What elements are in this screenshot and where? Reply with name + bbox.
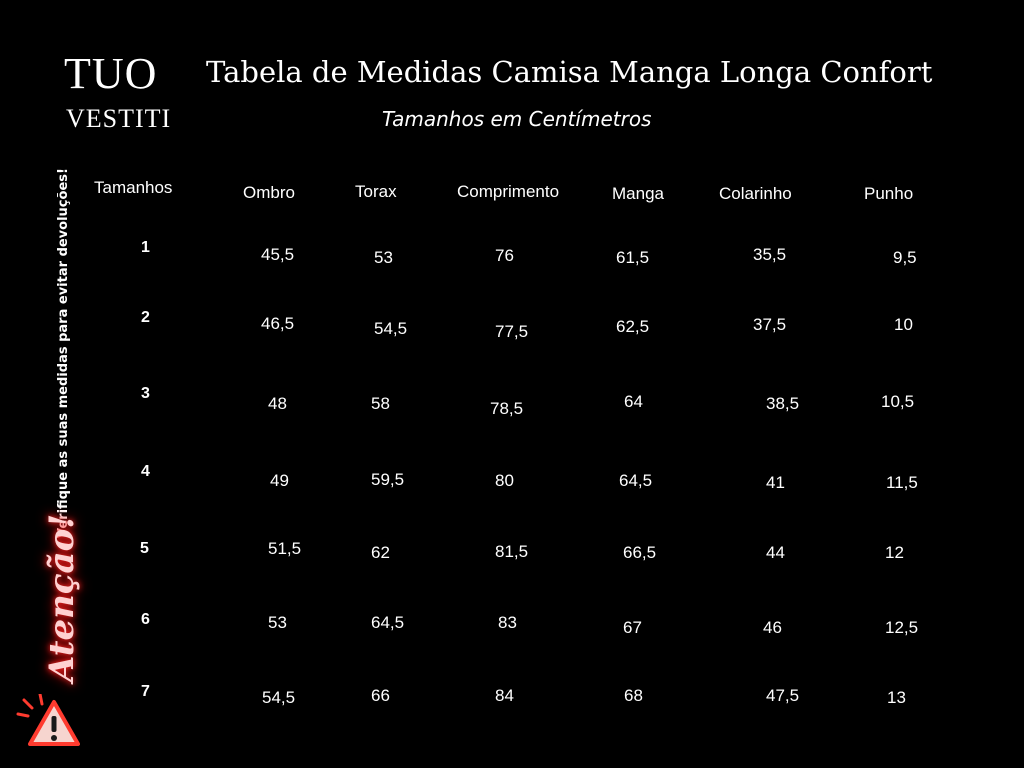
table-cell: 12 <box>885 543 904 562</box>
table-cell: 41 <box>766 473 785 492</box>
table-cell: 37,5 <box>753 315 787 334</box>
table-cell: 66,5 <box>623 543 657 562</box>
table-cell: 35,5 <box>753 245 787 264</box>
table-cell: 49 <box>270 471 289 490</box>
page-title: Tabela de Medidas Camisa Manga Longa Con… <box>206 55 933 89</box>
size-label: 7 <box>141 683 150 700</box>
table-cell: 11,5 <box>886 473 918 492</box>
table-cell: 80 <box>495 471 514 490</box>
table-cell: 13 <box>887 688 906 707</box>
table-cell: 76 <box>495 246 514 265</box>
table-cell: 64,5 <box>371 613 405 632</box>
size-label: 4 <box>141 463 150 480</box>
header-comprimento: Comprimento <box>457 182 560 201</box>
logo-wordmark-top: TUO <box>64 49 158 98</box>
table-cell: 54,5 <box>262 688 296 707</box>
table-cell: 10 <box>894 315 913 334</box>
attention-label: Atenção! <box>42 513 82 682</box>
table-cell: 47,5 <box>766 686 800 705</box>
page-subtitle: Tamanhos em Centímetros <box>382 107 652 131</box>
table-cell: 53 <box>268 613 287 632</box>
table-cell: 58 <box>371 394 390 413</box>
table-cell: 46,5 <box>261 314 295 333</box>
header-colarinho: Colarinho <box>719 184 792 203</box>
table-cell: 10,5 <box>881 392 915 411</box>
size-label: 1 <box>141 239 150 256</box>
table-cell: 64 <box>624 392 643 411</box>
table-cell: 78,5 <box>490 399 524 418</box>
measurement-notice: Verifique as suas medidas para evitar de… <box>56 168 71 538</box>
size-label: 5 <box>140 540 149 557</box>
table-cell: 66 <box>371 686 390 705</box>
table-cell: 62,5 <box>616 317 650 336</box>
logo-wordmark-bottom: VESTITI <box>66 104 172 133</box>
table-cell: 84 <box>495 686 514 705</box>
table-cell: 61,5 <box>616 248 650 267</box>
header-tamanhos: Tamanhos <box>94 178 173 197</box>
table-cell: 48 <box>268 394 287 413</box>
table-cell: 51,5 <box>268 539 302 558</box>
table-cell: 12,5 <box>885 618 919 637</box>
table-cell: 59,5 <box>371 470 405 489</box>
header-punho: Punho <box>864 184 914 203</box>
header-ombro: Ombro <box>243 183 295 202</box>
size-label: 6 <box>141 611 150 628</box>
table-cell: 67 <box>623 618 642 637</box>
warning-triangle-icon <box>14 692 80 748</box>
table-cell: 68 <box>624 686 643 705</box>
header-manga: Manga <box>612 184 664 203</box>
table-cell: 81,5 <box>495 542 529 561</box>
table-cell: 77,5 <box>495 322 529 341</box>
table-cell: 62 <box>371 543 390 562</box>
table-cell: 83 <box>498 613 517 632</box>
table-cell: 53 <box>374 248 393 267</box>
table-cell: 54,5 <box>374 319 408 338</box>
size-label: 2 <box>141 309 150 326</box>
table-cell: 46 <box>763 618 782 637</box>
size-label: 3 <box>141 385 150 402</box>
header-torax: Torax <box>355 182 397 201</box>
table-cell: 64,5 <box>619 471 653 490</box>
table-cell: 9,5 <box>893 248 917 267</box>
table-cell: 44 <box>766 543 785 562</box>
table-cell: 38,5 <box>766 394 800 413</box>
table-cell: 45,5 <box>261 245 295 264</box>
